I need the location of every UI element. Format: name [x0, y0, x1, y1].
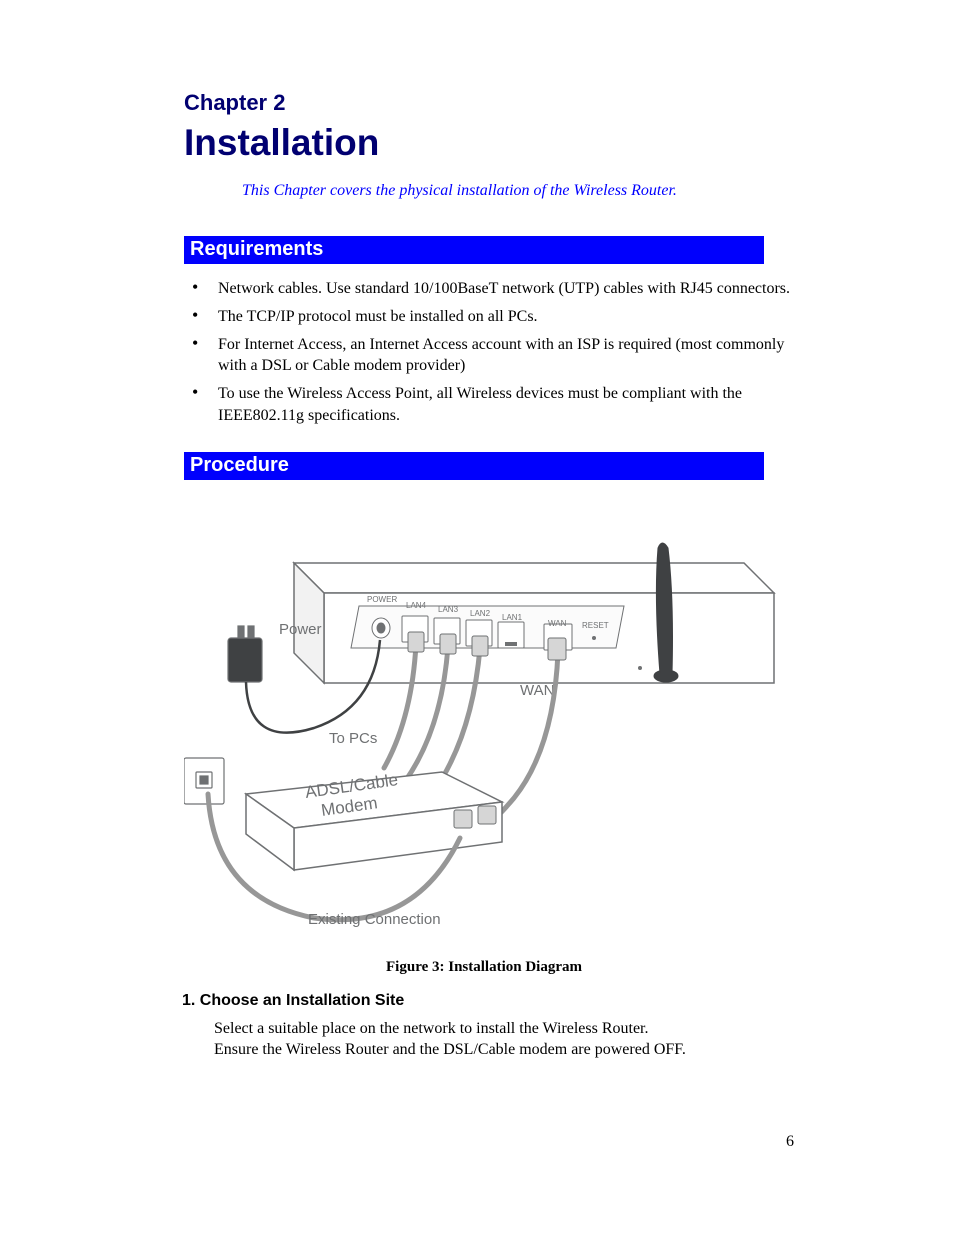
list-item: Network cables. Use standard 10/100BaseT…	[184, 278, 794, 299]
step1-heading: 1. Choose an Installation Site	[182, 992, 794, 1010]
diagram-caption: Figure 3: Installation Diagram	[184, 959, 784, 976]
step1-line1: Select a suitable place on the network t…	[214, 1020, 649, 1037]
list-item: To use the Wireless Access Point, all Wi…	[184, 383, 794, 425]
label-power-port: POWER	[367, 595, 397, 604]
section-heading-procedure: Procedure	[184, 452, 764, 480]
label-reset: RESET	[582, 621, 609, 630]
page-number: 6	[786, 1133, 794, 1151]
label-to-pcs: To PCs	[329, 730, 377, 747]
list-item: For Internet Access, an Internet Access …	[184, 334, 794, 376]
diagram-svg: POWER LAN4 LAN3 LAN2 LAN1 WAN RESET Powe…	[184, 498, 784, 948]
label-lan3: LAN3	[438, 605, 459, 614]
requirements-list: Network cables. Use standard 10/100BaseT…	[184, 278, 794, 426]
installation-diagram: POWER LAN4 LAN3 LAN2 LAN1 WAN RESET Powe…	[184, 498, 784, 976]
label-wan-callout: WAN	[520, 682, 554, 699]
list-item: The TCP/IP protocol must be installed on…	[184, 306, 794, 327]
chapter-subtitle: This Chapter covers the physical install…	[242, 182, 794, 200]
section-heading-requirements: Requirements	[184, 236, 764, 264]
chapter-label: Chapter 2	[184, 90, 794, 116]
label-lan1: LAN1	[502, 613, 523, 622]
label-power-callout: Power	[279, 621, 322, 638]
label-lan4: LAN4	[406, 601, 427, 610]
chapter-title: Installation	[184, 122, 794, 164]
label-wan-port: WAN	[548, 619, 567, 628]
label-existing-connection: Existing Connection	[308, 911, 441, 928]
label-lan2: LAN2	[470, 609, 491, 618]
step1-line2: Ensure the Wireless Router and the DSL/C…	[214, 1041, 686, 1058]
step1-body: Select a suitable place on the network t…	[214, 1018, 794, 1060]
